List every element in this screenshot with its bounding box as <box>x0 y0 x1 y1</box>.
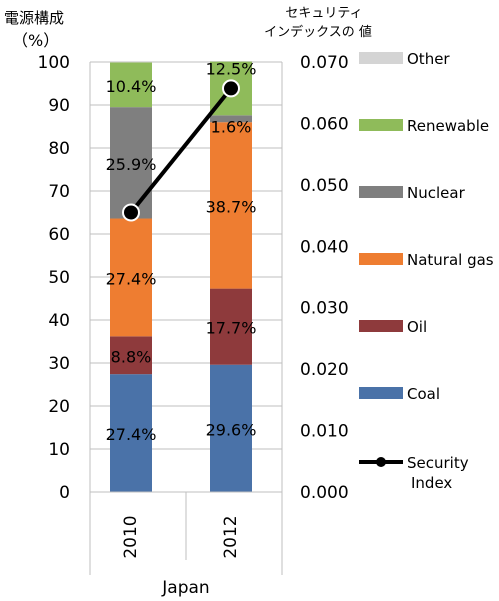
legend-label: Other <box>407 50 450 68</box>
legend-label: Coal <box>407 385 440 403</box>
legend-swatch <box>359 186 403 198</box>
data-label: 12.5% <box>206 60 257 79</box>
legend-swatch <box>359 387 403 399</box>
left-axis-title-line1: 電源構成 <box>4 9 64 27</box>
left-tick-label: 30 <box>48 354 70 374</box>
legend-swatch <box>359 52 403 64</box>
data-label: 25.9% <box>106 155 157 174</box>
data-label: 27.4% <box>106 269 157 288</box>
bar-segment-oil <box>210 288 252 365</box>
bar-segment-nuclear <box>110 107 152 219</box>
stacked-bars <box>110 61 252 492</box>
x-group-label: Japan <box>161 578 209 598</box>
x-tick-label: 2010 <box>121 515 141 558</box>
legend-swatch <box>359 119 403 131</box>
right-axis-title-line2: インデックスの 値 <box>264 24 372 40</box>
x-tick-label: 2012 <box>221 515 241 558</box>
right-tick-label: 0.050 <box>300 176 349 196</box>
bar-segment-oil <box>110 336 152 375</box>
data-label: 17.7% <box>206 319 257 338</box>
left-tick-label: 100 <box>38 53 70 73</box>
bar-segment-natural-gas <box>210 122 252 289</box>
left-tick-label: 0 <box>59 483 70 503</box>
security-index-point <box>222 79 240 98</box>
left-tick-label: 40 <box>48 311 70 331</box>
right-tick-label: 0.060 <box>300 114 349 134</box>
legend-label: Oil <box>407 318 427 336</box>
right-tick-label: 0.040 <box>300 237 349 257</box>
security-index-line <box>122 79 240 222</box>
bar-segment-natural-gas <box>110 218 152 337</box>
data-labels: 27.4% 8.8% 27.4% 25.9% 10.4% 29.6% 17.7% 38.7% 1… <box>106 60 257 445</box>
right-tick-label: 0.010 <box>300 422 349 442</box>
data-label: 27.4% <box>106 425 157 444</box>
bar-segment-coal <box>110 374 152 492</box>
data-label: 10.4% <box>106 77 157 96</box>
legend-label: Security <box>407 454 469 472</box>
left-tick-label: 90 <box>48 96 70 116</box>
legend-swatch <box>359 253 403 265</box>
left-tick-label: 10 <box>48 440 70 460</box>
legend-label: Nuclear <box>407 184 466 202</box>
left-tick-label: 70 <box>48 182 70 202</box>
security-index-point <box>122 203 140 222</box>
data-label: 1.6% <box>211 117 252 136</box>
legend: Other Renewable Nuclear Natural gas Oil Coal S… <box>359 50 494 492</box>
left-tick-label: 80 <box>48 139 70 159</box>
right-axis-title-line1: セキュリティ <box>285 6 362 21</box>
left-tick-label: 60 <box>48 225 70 245</box>
legend-swatch <box>359 320 403 332</box>
data-label: 8.8% <box>111 347 152 366</box>
right-tick-label: 0.020 <box>300 360 349 380</box>
right-tick-label: 0.070 <box>300 53 349 73</box>
right-tick-label: 0.030 <box>300 299 349 319</box>
data-label: 38.7% <box>206 197 257 216</box>
bar-segment-coal <box>210 364 252 492</box>
axes: 0 10 20 30 40 50 60 70 80 90 100 0.000 0.010 0.020 0.0… <box>38 53 349 598</box>
legend-label: Index <box>411 474 452 492</box>
security-index-path <box>129 87 233 214</box>
bar-segment-renewable <box>110 62 152 108</box>
bar-segment-nuclear <box>210 115 252 123</box>
legend-line-marker <box>376 457 386 467</box>
left-tick-label: 20 <box>48 397 70 417</box>
data-label: 29.6% <box>206 420 257 439</box>
left-axis-title-line2: （%） <box>12 31 59 50</box>
legend-label: Natural gas <box>407 251 494 269</box>
legend-label: Renewable <box>407 117 489 135</box>
left-tick-label: 50 <box>48 268 70 288</box>
right-tick-label: 0.000 <box>300 483 349 503</box>
